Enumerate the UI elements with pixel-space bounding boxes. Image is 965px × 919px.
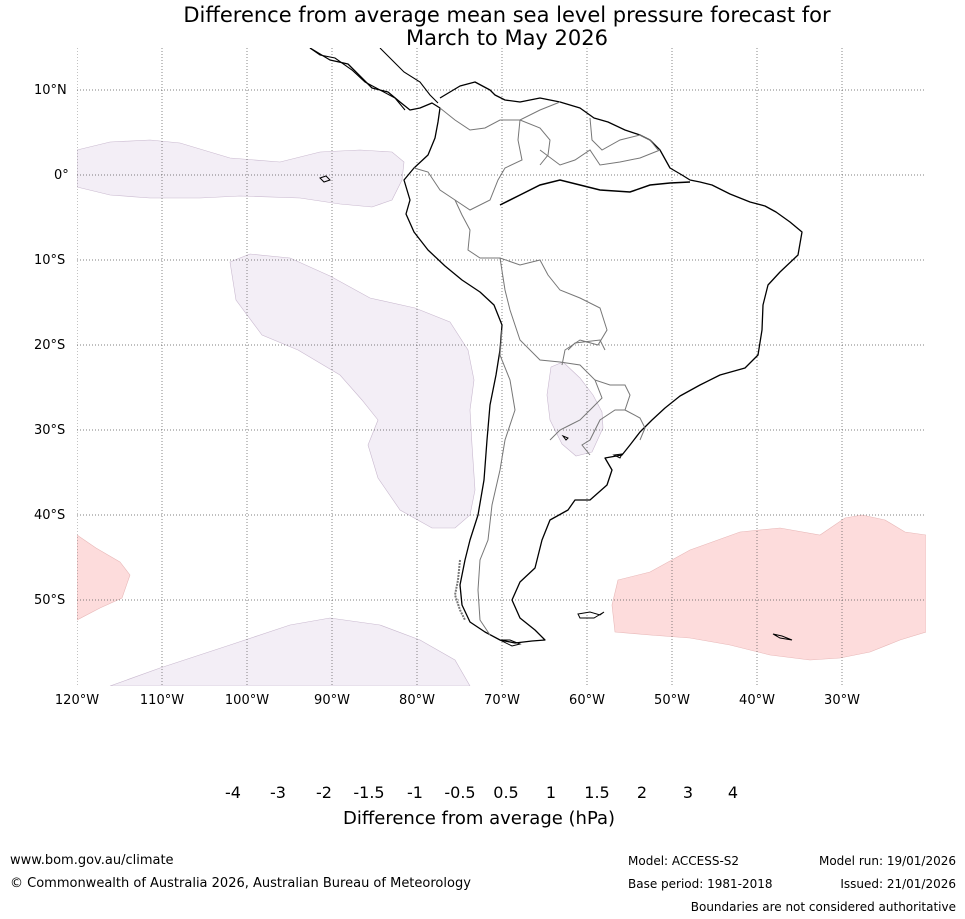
colorbar-tick: -4 — [225, 783, 241, 802]
colorbar-title: Difference from average (hPa) — [343, 808, 616, 829]
lon-label: 100°W — [224, 693, 270, 708]
colorbar-tick: 1 — [545, 783, 557, 802]
anomaly-region-equatorial-pacific — [77, 139, 405, 208]
map-canvas — [77, 48, 926, 686]
colorbar-tick: 3 — [682, 783, 694, 802]
lat-label: 50°S — [34, 593, 66, 608]
lon-label: 110°W — [139, 693, 185, 708]
lon-label: 30°W — [824, 693, 860, 708]
lon-label: 50°W — [654, 693, 690, 708]
anomaly-region-far-south-pacific — [109, 617, 471, 686]
lat-label: 40°S — [34, 508, 66, 523]
colorbar-tick: 2 — [636, 783, 648, 802]
model-name: Model: ACCESS-S2 — [628, 854, 740, 868]
title-line-1: Difference from average mean sea level p… — [183, 3, 831, 27]
lat-label: 10°N — [34, 83, 67, 98]
colorbar-tick: -0.5 — [444, 783, 476, 802]
model-run-date: Model run: 19/01/2026 — [818, 854, 956, 868]
lat-label: 10°S — [34, 253, 66, 268]
anomaly-region-paraguay — [546, 361, 604, 457]
website-link[interactable]: www.bom.gov.au/climate — [10, 853, 174, 868]
colorbar-tick: -2 — [316, 783, 332, 802]
title-line-2: March to May 2026 — [406, 26, 608, 50]
anomaly-region-southwest-pacific — [77, 534, 131, 621]
lon-label: 40°W — [739, 693, 775, 708]
lat-label: 20°S — [34, 338, 66, 353]
issued-date: Issued: 21/01/2026 — [840, 877, 956, 891]
lon-label: 60°W — [569, 693, 605, 708]
amazon-river — [499, 179, 691, 206]
lat-label: 30°S — [34, 423, 66, 438]
lon-label: 80°W — [399, 693, 435, 708]
central-america-coastline — [309, 48, 439, 111]
disclaimer: Boundaries are not considered authoritat… — [690, 900, 956, 914]
lon-label: 70°W — [484, 693, 520, 708]
colorbar-tick: 0.5 — [493, 783, 519, 802]
islands — [319, 175, 793, 647]
lat-label: 0° — [54, 168, 69, 183]
colorbar-tick: 4 — [727, 783, 739, 802]
lon-label: 90°W — [314, 693, 350, 708]
colorbar-tick: -1 — [407, 783, 423, 802]
map-title: Difference from average mean sea level p… — [0, 4, 965, 50]
colorbar-tick: -1.5 — [353, 783, 385, 802]
chilean-fjords — [453, 559, 466, 621]
colorbar-tick: 1.5 — [584, 783, 610, 802]
anomaly-region-south-atlantic — [611, 514, 926, 661]
graticule — [77, 48, 926, 686]
anomaly-region-southeast-pacific — [229, 253, 476, 529]
copyright: © Commonwealth of Australia 2026, Austra… — [10, 876, 471, 891]
lon-label: 120°W — [54, 693, 100, 708]
base-period: Base period: 1981-2018 — [628, 877, 773, 891]
colorbar-tick: -3 — [270, 783, 286, 802]
country-borders — [413, 101, 661, 636]
